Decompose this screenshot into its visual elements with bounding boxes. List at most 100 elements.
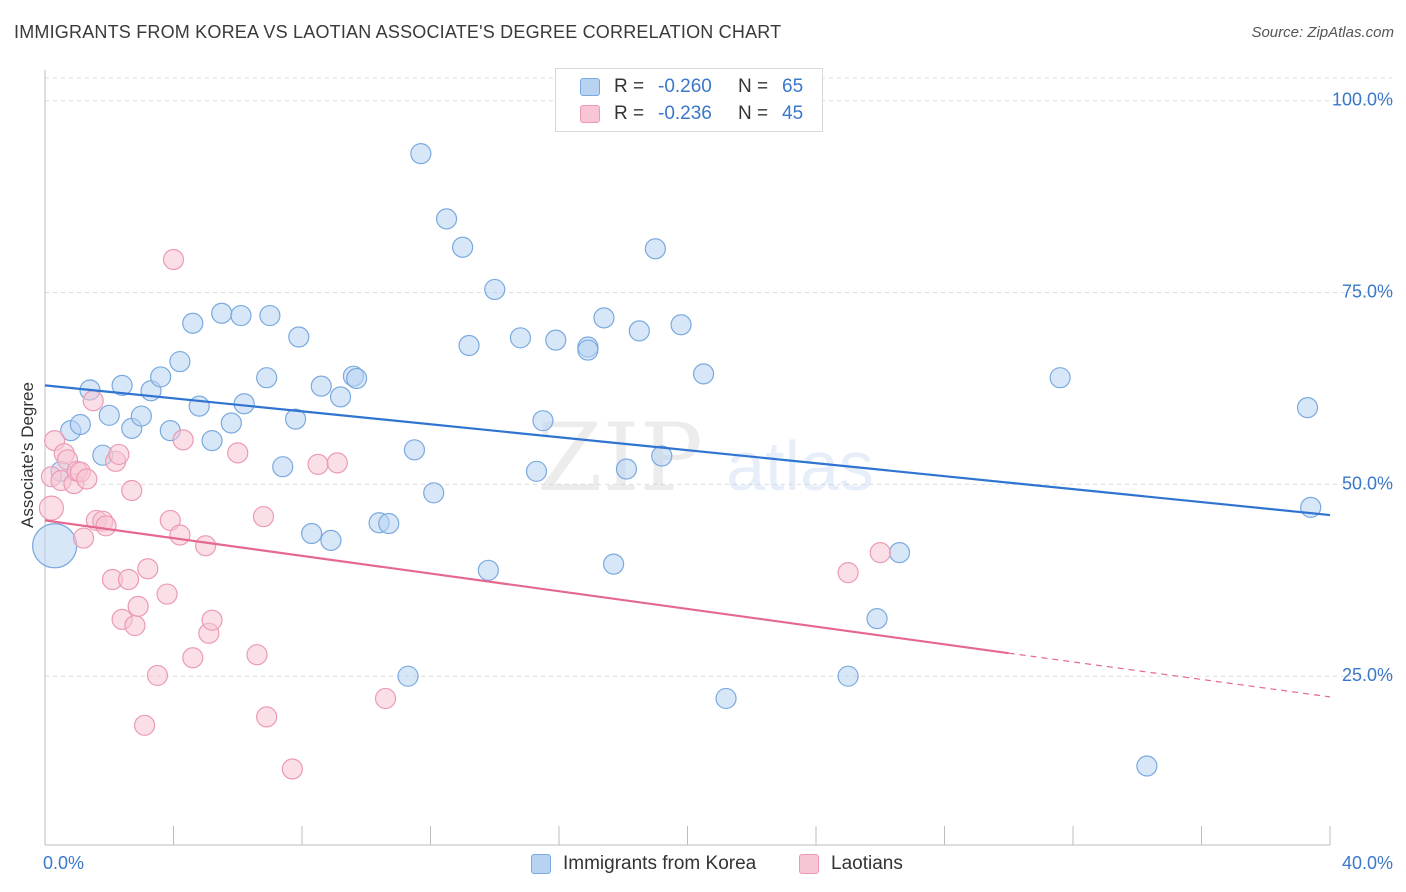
laotian-point [182, 647, 204, 669]
korea-point [484, 278, 506, 301]
laotian-point [172, 429, 194, 451]
korea-point [182, 312, 204, 334]
laotian-point [108, 443, 130, 466]
korea-point [329, 386, 352, 408]
korea-point [188, 395, 210, 417]
korea-point [593, 307, 615, 329]
laotian-legend-label: Laotians [831, 853, 903, 874]
korea-point [423, 482, 445, 504]
korea-point [452, 236, 474, 258]
korea-point [320, 529, 342, 551]
korea-point [259, 304, 281, 327]
legend-row-korea: R = -0.260 N = 65 [580, 75, 803, 99]
korea-point [1049, 367, 1071, 389]
korea-point [525, 460, 548, 482]
korea-point [435, 208, 458, 230]
korea-point [301, 522, 323, 545]
stats-legend: R = -0.260 N = 65 R = -0.236 N = 45 [555, 68, 823, 132]
r-label: R = [614, 103, 645, 124]
korea-point [69, 413, 91, 436]
korea-point [651, 445, 673, 467]
korea-point [644, 238, 666, 260]
laotian-points [38, 248, 891, 780]
laotian-point [117, 568, 140, 591]
laotian-point [281, 758, 303, 780]
y-tick-label: 50.0% [1342, 473, 1393, 493]
laotian-point [307, 453, 329, 476]
bottom-legend-korea: Immigrants from Korea [531, 852, 756, 876]
korea-point [715, 687, 737, 710]
korea-n-value: 65 [782, 76, 804, 97]
korea-point [615, 458, 638, 480]
x-tick-label-max: 40.0% [1342, 853, 1393, 873]
legend-row-laotian: R = -0.236 N = 45 [580, 102, 803, 126]
korea-point [201, 430, 223, 452]
laotian-point [121, 479, 143, 502]
laotian-point [227, 442, 249, 464]
source-label: Source: ZipAtlas.com [1251, 24, 1394, 41]
watermark: ZIP atlas [537, 404, 874, 513]
korea-point [545, 329, 567, 351]
korea-point [628, 320, 650, 342]
laotian-point [326, 452, 348, 474]
korea-point [256, 367, 278, 389]
korea-swatch [580, 78, 600, 96]
korea-point [32, 523, 78, 569]
korea-point [403, 439, 426, 461]
laotian-point [72, 527, 95, 549]
y-tick-label: 75.0% [1342, 282, 1393, 302]
laotian-point [95, 515, 117, 537]
x-tick-label-min: 0.0% [43, 853, 84, 873]
korea-point [346, 367, 368, 390]
chart-title: IMMIGRANTS FROM KOREA VS LAOTIAN ASSOCIA… [14, 22, 782, 42]
korea-point [378, 512, 400, 535]
laotian-point [246, 644, 268, 666]
watermark-zip: ZIP [537, 404, 703, 513]
laotian-point [169, 524, 191, 546]
y-tick-label: 100.0% [1332, 90, 1393, 110]
korea-trend-line [44, 384, 1331, 517]
korea-point [837, 665, 859, 687]
laotian-point [374, 687, 397, 710]
korea-point [310, 375, 332, 397]
trend-lines [44, 384, 1331, 698]
korea-point [1296, 397, 1319, 419]
korea-point [603, 553, 625, 575]
laotian-point [133, 714, 156, 736]
grid-lines [45, 77, 1392, 677]
korea-point [866, 608, 888, 630]
korea-point [272, 456, 294, 478]
laotian-point [137, 558, 159, 580]
korea-point [477, 559, 499, 581]
korea-r-value: -0.260 [658, 76, 712, 97]
laotian-trend-extension [1008, 652, 1331, 698]
korea-point [888, 542, 911, 564]
korea-point [230, 304, 252, 327]
korea-point [410, 143, 432, 165]
n-label: N = [738, 103, 769, 124]
bottom-legend-laotian: Laotians [799, 852, 903, 876]
korea-legend-swatch [531, 854, 551, 874]
korea-point [670, 314, 692, 336]
tick-labels: 25.0% 50.0% 75.0% 100.0% 0.0% 40.0% [43, 90, 1393, 873]
korea-point [509, 327, 532, 349]
y-axis-label: Associate's Degree [18, 382, 37, 528]
korea-point [1136, 755, 1158, 777]
laotian-point [146, 664, 169, 687]
korea-point [288, 326, 310, 348]
korea-point [692, 363, 715, 385]
korea-point [211, 302, 233, 324]
laotian-point [162, 248, 185, 271]
laotian-point [869, 542, 891, 564]
laotian-point [156, 583, 178, 605]
laotian-point [159, 509, 181, 532]
korea-point [150, 366, 172, 388]
korea-point [220, 412, 242, 434]
korea-point [98, 404, 120, 426]
laotian-legend-swatch [799, 854, 819, 874]
laotian-point [38, 495, 65, 521]
laotian-r-value: -0.236 [658, 103, 712, 124]
korea-point [397, 665, 419, 687]
korea-point [577, 339, 599, 361]
